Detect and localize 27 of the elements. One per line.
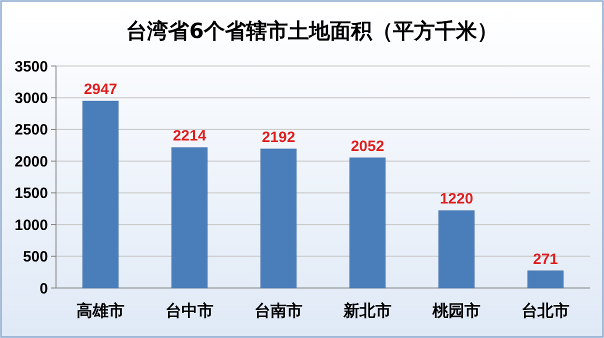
y-tick-label: 3500 [14, 58, 48, 76]
bar [438, 210, 475, 288]
bar [349, 158, 386, 288]
x-tick-label: 台北市 [522, 301, 570, 320]
data-label: 2947 [84, 81, 118, 98]
y-tick-label: 0 [40, 280, 48, 298]
x-tick-label: 台中市 [166, 301, 214, 320]
x-tick-label: 新北市 [342, 301, 392, 320]
chart-title: 台湾省6个省辖市土地面积（平方千米） [126, 19, 498, 43]
data-label: 2192 [262, 128, 296, 146]
bar [171, 147, 208, 288]
data-label: 271 [532, 250, 558, 268]
x-tick-label: 桃园市 [432, 301, 480, 320]
data-label: 2214 [172, 128, 207, 145]
bar [527, 270, 564, 288]
data-label: 2052 [350, 138, 384, 155]
x-tick-label: 高雄市 [76, 301, 124, 320]
y-tick-label: 2000 [14, 153, 48, 170]
y-tick-label: 1000 [14, 216, 48, 234]
y-tick-label: 2500 [14, 122, 48, 139]
bar [82, 100, 119, 288]
y-tick-label: 3000 [14, 90, 48, 107]
y-tick-label: 500 [22, 248, 48, 266]
y-tick-label: 1500 [14, 185, 48, 202]
data-label: 1220 [440, 190, 474, 208]
x-tick-label: 台南市 [254, 301, 302, 320]
bar [260, 148, 297, 288]
